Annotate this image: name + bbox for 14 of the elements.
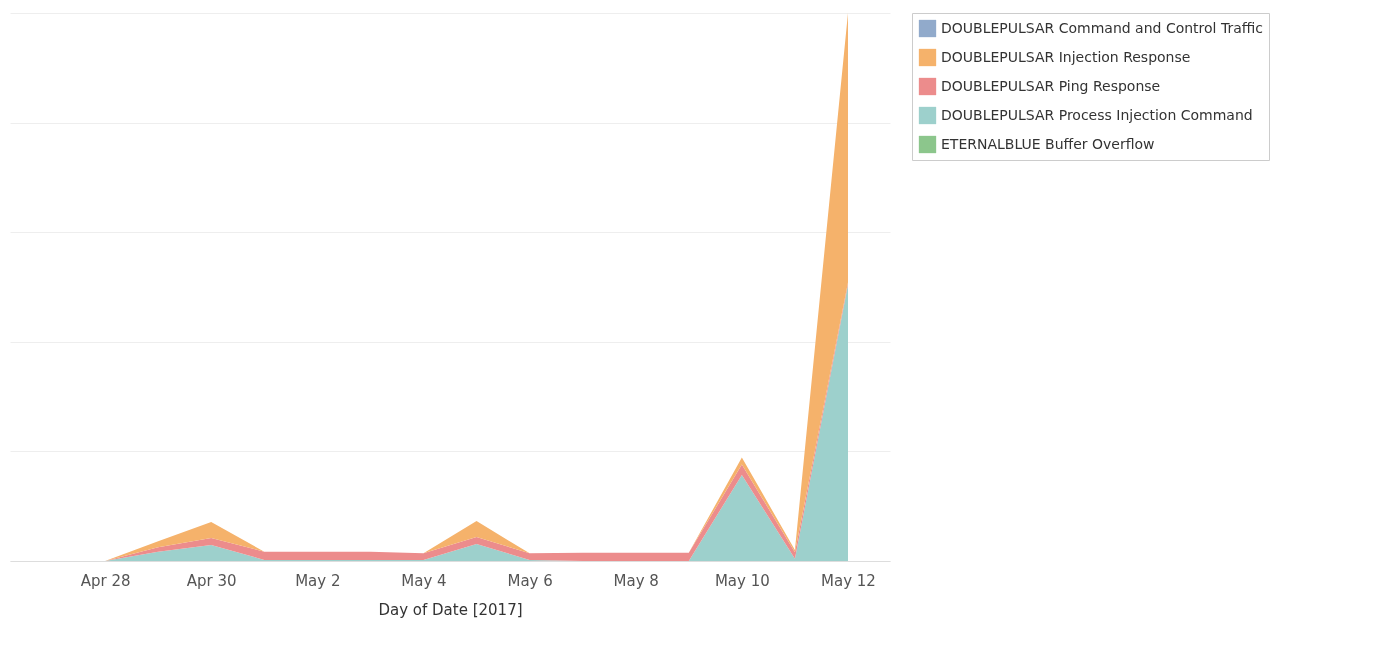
x-tick-label: May 2 <box>295 571 341 590</box>
x-tick-label: May 10 <box>714 571 770 590</box>
legend-label: DOUBLEPULSAR Process Injection Command <box>941 106 1253 123</box>
x-tick-label: May 4 <box>401 571 447 590</box>
x-tick-label: May 12 <box>821 571 876 590</box>
x-tick-label: Apr 28 <box>80 571 131 590</box>
legend-label: ETERNALBLUE Buffer Overflow <box>941 135 1155 152</box>
x-tick-label: Apr 30 <box>186 571 237 590</box>
legend-label: DOUBLEPULSAR Injection Response <box>941 48 1191 65</box>
x-axis-title: Day of Date [2017] <box>378 600 523 619</box>
legend-label: DOUBLEPULSAR Ping Response <box>941 77 1161 94</box>
x-tick-label: May 6 <box>507 571 553 590</box>
x-tick-label: May 8 <box>613 571 659 590</box>
legend-label: DOUBLEPULSAR Command and Control Traffic <box>941 19 1263 36</box>
